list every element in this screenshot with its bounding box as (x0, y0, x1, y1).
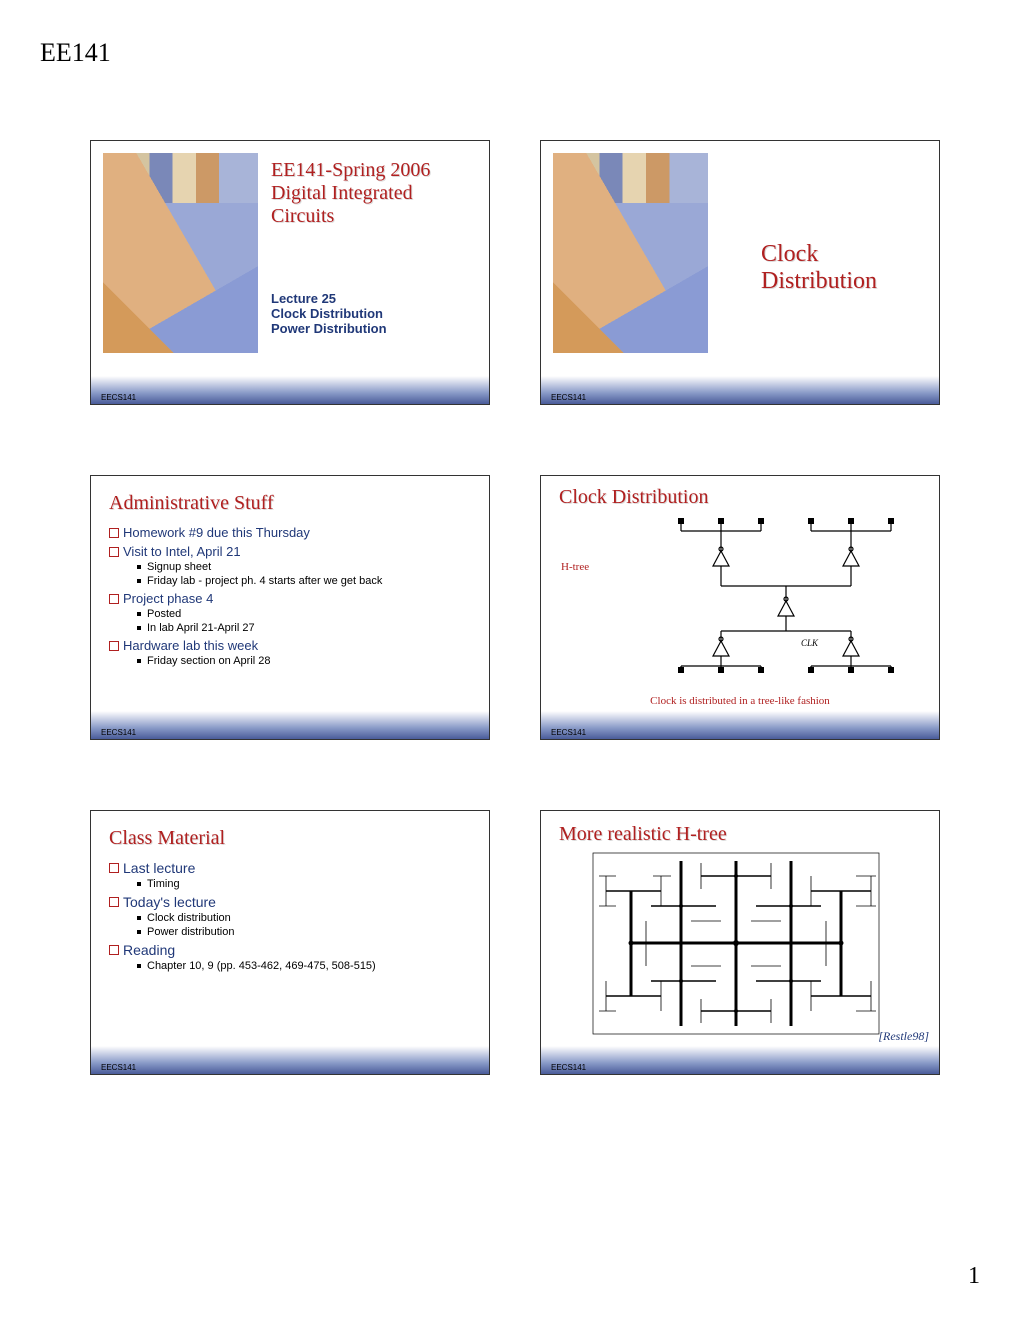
slide-footer: EECS141 (541, 1046, 939, 1074)
slide3-title: Administrative Stuff (109, 492, 471, 515)
svg-text:CLK: CLK (801, 638, 819, 648)
slide1-title-l2: Digital Integrated (271, 182, 479, 205)
slide-footer: EECS141 (541, 376, 939, 404)
painting-thumbnail (103, 153, 258, 353)
slide1-title-l3: Circuits (271, 205, 479, 228)
slide-6: More realistic H-tree (540, 810, 940, 1075)
slide5-bullets: Last lecture Timing Today's lecture Cloc… (91, 850, 489, 972)
slides-grid: EE141-Spring 2006 Digital Integrated Cir… (90, 140, 950, 1075)
footer-label: EECS141 (101, 393, 136, 402)
footer-label: EECS141 (551, 393, 586, 402)
slide-footer: EECS141 (91, 1046, 489, 1074)
slide6-title: More realistic H-tree (559, 823, 921, 846)
slide1-sub3: Power Distribution (271, 321, 387, 336)
bullet: Today's lecture (109, 894, 471, 910)
slide-5: Class Material Last lecture Timing Today… (90, 810, 490, 1075)
slide5-title: Class Material (109, 827, 471, 850)
footer-label: EECS141 (551, 1063, 586, 1072)
slide1-sub2: Clock Distribution (271, 306, 387, 321)
slide3-bullets: Homework #9 due this Thursday Visit to I… (91, 515, 489, 667)
htree-diagram: CLK (661, 516, 911, 676)
slide-footer: EECS141 (91, 711, 489, 739)
slide2-title-l1: Clock (761, 241, 877, 268)
slide2-title-l2: Distribution (761, 268, 877, 295)
sub-bullet: Friday section on April 28 (137, 655, 471, 667)
slide-footer: EECS141 (91, 376, 489, 404)
slide1-title-l1: EE141-Spring 2006 (271, 159, 479, 182)
painting-thumbnail (553, 153, 708, 353)
sub-bullet: In lab April 21-April 27 (137, 622, 471, 634)
bullet: Reading (109, 942, 471, 958)
bullet: Project phase 4 (109, 591, 471, 606)
bullet: Homework #9 due this Thursday (109, 525, 471, 540)
bullet: Visit to Intel, April 21 (109, 544, 471, 559)
slide4-caption: Clock is distributed in a tree-like fash… (541, 695, 939, 707)
footer-label: EECS141 (101, 1063, 136, 1072)
realistic-htree-diagram (591, 851, 881, 1036)
footer-label: EECS141 (551, 728, 586, 737)
slide-1: EE141-Spring 2006 Digital Integrated Cir… (90, 140, 490, 405)
sub-bullet: Chapter 10, 9 (pp. 453-462, 469-475, 508… (137, 960, 471, 972)
sub-bullet: Signup sheet (137, 561, 471, 573)
slide1-sub1: Lecture 25 (271, 291, 387, 306)
bullet: Last lecture (109, 860, 471, 876)
slide-3: Administrative Stuff Homework #9 due thi… (90, 475, 490, 740)
htree-label: H-tree (561, 561, 589, 573)
sub-bullet: Posted (137, 608, 471, 620)
bullet: Hardware lab this week (109, 638, 471, 653)
sub-bullet: Power distribution (137, 926, 471, 938)
sub-bullet: Friday lab - project ph. 4 starts after … (137, 575, 471, 587)
sub-bullet: Clock distribution (137, 912, 471, 924)
footer-label: EECS141 (101, 728, 136, 737)
slide-2: Clock Distribution EECS141 (540, 140, 940, 405)
sub-bullet: Timing (137, 878, 471, 890)
page-number: 1 (968, 1263, 980, 1290)
slide-footer: EECS141 (541, 711, 939, 739)
citation: [Restle98] (878, 1029, 929, 1044)
slide-4: Clock Distribution H-tree (540, 475, 940, 740)
slide4-title: Clock Distribution (559, 486, 921, 509)
page-header: EE141 (40, 38, 111, 68)
